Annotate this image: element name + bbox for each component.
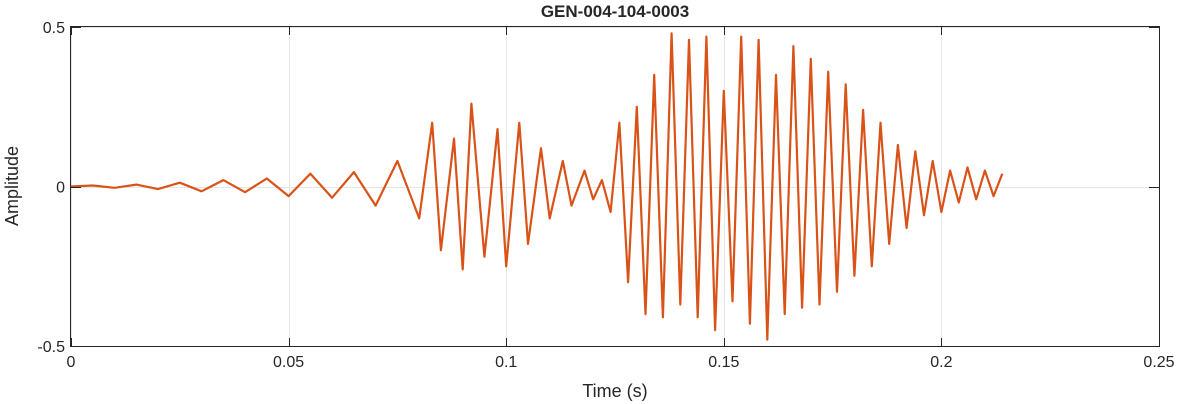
y-tick-label: -0.5 (37, 339, 65, 356)
y-tick-label: 0.5 (43, 20, 65, 37)
x-tick-label: 0.15 (708, 354, 739, 371)
x-tick-label: 0.2 (930, 354, 952, 371)
ticks: 0 0.05 0.1 0.15 0.2 0.25-0.500.5 (37, 20, 1174, 371)
x-tick-label: 0.05 (273, 354, 304, 371)
x-tick-label: 0.25 (1143, 354, 1174, 371)
x-tick-label: 0 (67, 354, 76, 371)
y-axis-label: Amplitude (2, 146, 22, 226)
plot-frame (70, 26, 1160, 347)
chart-title: GEN-004-104-0003 (541, 2, 689, 21)
y-tick-label: 0 (56, 180, 65, 197)
x-axis-label: Time (s) (582, 381, 647, 401)
series-line (70, 32, 1004, 341)
x-tick-label: 0.1 (495, 354, 517, 371)
